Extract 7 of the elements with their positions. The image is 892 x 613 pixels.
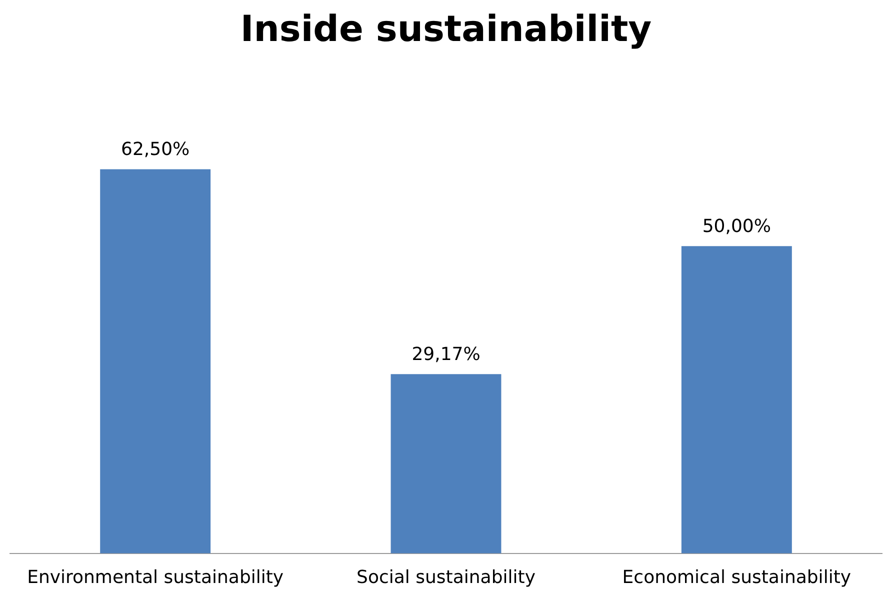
x-tick-label: Social sustainability	[356, 566, 536, 588]
x-tick-label: Economical sustainability	[622, 566, 852, 588]
x-tick-label: Environmental sustainability	[27, 566, 284, 588]
data-label: 50,00%	[702, 216, 771, 237]
chart-title: Inside sustainability	[240, 8, 652, 50]
data-label: 29,17%	[412, 344, 480, 365]
data-label: 62,50%	[121, 138, 190, 160]
